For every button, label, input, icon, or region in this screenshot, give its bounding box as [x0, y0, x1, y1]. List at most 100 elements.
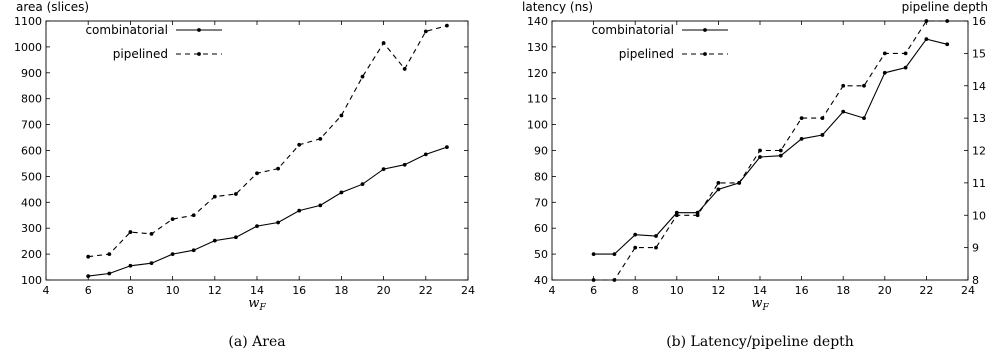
- y-right-tick-label: 14: [972, 80, 986, 93]
- y-right-tick-label: 15: [972, 47, 986, 60]
- x-axis-label: wF: [248, 296, 266, 313]
- x-tick-label: 10: [670, 284, 684, 297]
- data-point-combinatorial: [255, 224, 259, 229]
- legend-label-combinatorial: combinatorial: [85, 23, 168, 37]
- x-tick-label: 6: [590, 284, 597, 297]
- x-tick-label: 22: [919, 284, 933, 297]
- x-tick-label: 10: [166, 284, 180, 297]
- data-point-pipelined: [318, 136, 323, 141]
- data-point-pipelined: [633, 245, 638, 250]
- data-point-combinatorial: [862, 116, 866, 121]
- data-point-pipelined: [423, 29, 428, 34]
- data-point-combinatorial: [318, 203, 323, 208]
- y-tick-label: 90: [534, 145, 548, 158]
- data-point-combinatorial: [276, 220, 280, 225]
- series-line-pipelined: [593, 20, 948, 281]
- plot-frame: [45, 20, 469, 281]
- data-point-pipelined: [882, 51, 887, 56]
- data-point-combinatorial: [778, 153, 783, 158]
- y-tick-label: 130: [527, 41, 548, 54]
- data-point-combinatorial: [381, 167, 386, 172]
- data-point-combinatorial: [339, 190, 344, 195]
- area-chart: 4 6 8 10 12 14 16 18 20 22 24 100 200 300 400 500 600 700…: [14, 0, 475, 350]
- y-tick-label: 900: [21, 67, 42, 80]
- y-tick-label: 80: [534, 170, 548, 183]
- y-tick-label: 140: [527, 15, 548, 28]
- x-tick-label: 20: [377, 284, 391, 297]
- y-tick-label: 70: [534, 196, 548, 209]
- x-tick-label: 24: [961, 284, 975, 297]
- y-right-tick-label: 12: [972, 145, 986, 158]
- series-line-combinatorial: [593, 38, 948, 255]
- x-tick-label: 4: [549, 284, 556, 297]
- data-point-combinatorial: [423, 152, 428, 157]
- data-point-combinatorial: [903, 65, 908, 70]
- data-point-combinatorial: [654, 234, 658, 238]
- data-point-pipelined: [276, 166, 280, 171]
- data-point-pipelined: [778, 148, 783, 153]
- legend-label-pipelined: pipelined: [113, 47, 168, 61]
- data-point-combinatorial: [191, 248, 196, 253]
- legend-marker-combinatorial: [197, 28, 201, 32]
- y-tick-label: 100: [21, 274, 42, 287]
- data-point-combinatorial: [633, 232, 638, 237]
- data-point-combinatorial: [234, 235, 238, 240]
- data-point-pipelined: [654, 245, 658, 250]
- data-point-pipelined: [149, 231, 154, 236]
- data-point-pipelined: [612, 278, 617, 282]
- data-point-combinatorial: [149, 261, 154, 266]
- data-point-combinatorial: [591, 252, 596, 256]
- series-line-combinatorial: [88, 146, 448, 277]
- legend-label-pipelined: pipelined: [619, 47, 674, 61]
- data-point-pipelined: [381, 41, 386, 45]
- x-tick-label: 12: [711, 284, 725, 297]
- data-point-combinatorial: [360, 182, 365, 187]
- data-point-combinatorial: [445, 145, 449, 150]
- x-tick-label: 6: [85, 284, 92, 297]
- y-right-tick-label: 10: [972, 209, 986, 222]
- x-tick-label: 18: [836, 284, 850, 297]
- x-tick-label: 4: [43, 284, 50, 297]
- data-point-combinatorial: [297, 208, 302, 213]
- data-point-pipelined: [820, 116, 825, 121]
- data-point-combinatorial: [716, 187, 721, 192]
- data-point-combinatorial: [945, 42, 950, 47]
- data-point-combinatorial: [882, 70, 887, 75]
- y-tick-label: 1000: [14, 41, 42, 54]
- y-right-tick-label: 16: [972, 15, 986, 28]
- data-point-pipelined: [758, 148, 762, 153]
- y-tick-label: 40: [534, 274, 548, 287]
- data-point-combinatorial: [402, 162, 407, 167]
- x-tick-label: 14: [250, 284, 264, 297]
- y-right-tick-label: 11: [972, 177, 986, 190]
- y-axis-label: latency (ns): [522, 0, 593, 14]
- data-point-combinatorial: [924, 37, 929, 42]
- legend-marker-pipelined: [703, 52, 707, 56]
- data-point-combinatorial: [841, 109, 846, 114]
- chart-caption: (b) Latency/pipeline depth: [666, 334, 854, 350]
- x-tick-label: 16: [292, 284, 306, 297]
- data-point-pipelined: [297, 142, 302, 147]
- y-tick-label: 110: [527, 93, 548, 106]
- data-point-pipelined: [841, 83, 846, 88]
- y-tick-label: 50: [534, 248, 548, 261]
- y-tick-label: 60: [534, 222, 548, 235]
- data-point-combinatorial: [212, 238, 217, 243]
- data-point-pipelined: [737, 180, 742, 185]
- data-point-pipelined: [716, 180, 721, 185]
- y-tick-label: 500: [21, 170, 42, 183]
- y-tick-label: 600: [21, 145, 42, 158]
- data-point-pipelined: [862, 83, 866, 88]
- data-point-pipelined: [945, 19, 950, 23]
- x-tick-label: 14: [753, 284, 767, 297]
- y-right-tick-label: 13: [972, 112, 986, 125]
- data-point-combinatorial: [758, 155, 762, 159]
- x-tick-label: 18: [334, 284, 348, 297]
- x-tick-label: 24: [461, 284, 475, 297]
- data-point-pipelined: [86, 254, 91, 259]
- data-point-pipelined: [191, 213, 196, 218]
- y-tick-label: 700: [21, 119, 42, 132]
- data-point-combinatorial: [612, 252, 617, 256]
- data-point-pipelined: [674, 213, 679, 218]
- data-point-pipelined: [360, 74, 365, 79]
